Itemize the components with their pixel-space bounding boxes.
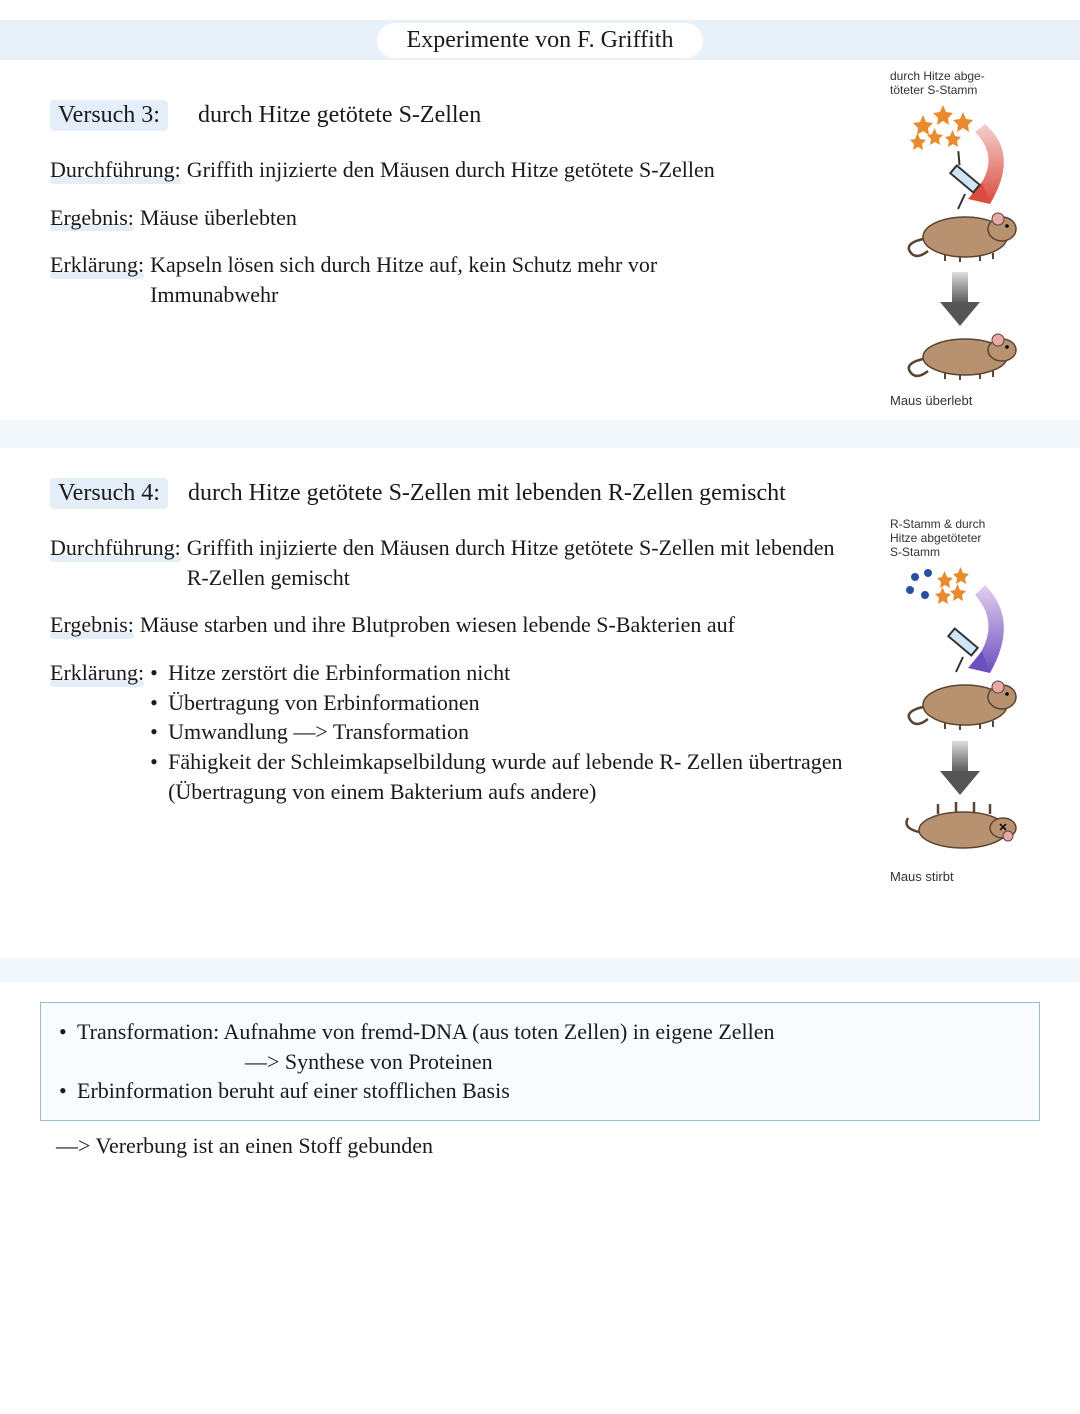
bullet-text: Fähigkeit der Schleimkapselbildung wurde…	[168, 747, 870, 806]
versuch4-durchfuehrung: Durchführung: Griffith injizierte den Mä…	[50, 533, 850, 592]
title-bar: Experimente von F. Griffith	[0, 20, 1080, 60]
summary-label: Transformation:	[77, 1019, 219, 1044]
versuch4-title: durch Hitze getötete S-Zellen mit lebend…	[188, 480, 786, 507]
versuch3-erklaerung: Erklärung: Kapseln lösen sich durch Hitz…	[50, 250, 690, 309]
summary-text: Erbinformation beruht auf einer stofflic…	[77, 1076, 510, 1106]
section-versuch-3: Versuch 3: durch Hitze getötete S-Zellen…	[0, 60, 1080, 420]
bullet-text: Hitze zerstört die Erbinformation nicht	[168, 658, 510, 688]
summary-cont: —> Synthese von Proteinen	[77, 1047, 493, 1077]
versuch4-erklaerung: Erklärung: •Hitze zerstört die Erbinform…	[50, 658, 870, 806]
diagram-versuch4: R-Stamm & durch Hitze abgetöteter S-Stam…	[890, 518, 1050, 884]
field-value: Mäuse überlebten	[134, 203, 297, 233]
summary-text: Aufnahme von fremd-DNA (aus toten Zellen…	[223, 1019, 774, 1044]
mouse-alive-icon	[909, 213, 1016, 262]
versuch3-title: durch Hitze getötete S-Zellen	[198, 102, 481, 129]
mouse-alive-icon	[909, 681, 1016, 730]
field-label: Ergebnis:	[50, 205, 134, 230]
stars-icon	[910, 105, 973, 150]
field-label: Ergebnis:	[50, 612, 134, 637]
field-value: Griffith injizierte den Mäusen durch Hit…	[181, 533, 850, 592]
field-label: Erklärung:	[50, 660, 144, 685]
summary-line2: • Erbinformation beruht auf einer stoffl…	[59, 1076, 1021, 1106]
diagram-caption-bottom: Maus stirbt	[890, 869, 1050, 884]
field-label: Durchführung:	[50, 535, 181, 560]
field-value: Griffith injizierte den Mäusen durch Hit…	[181, 155, 715, 185]
versuch3-ergebnis: Ergebnis: Mäuse überlebten	[50, 203, 850, 233]
mouse-alive-icon	[909, 334, 1016, 380]
diagram-svg	[890, 565, 1040, 865]
versuch3-label: Versuch 3:	[50, 100, 168, 131]
diagram-caption-bottom: Maus überlebt	[890, 393, 1050, 408]
field-value: Kapseln lösen sich durch Hitze auf, kein…	[144, 250, 690, 309]
versuch4-label: Versuch 4:	[50, 478, 168, 509]
diagram-svg	[890, 104, 1040, 389]
field-value: Mäuse starben und ihre Blutproben wiesen…	[134, 610, 735, 640]
mixed-bacteria-icon	[906, 567, 969, 604]
down-arrow-icon	[940, 272, 980, 326]
page-title: Experimente von F. Griffith	[377, 23, 704, 58]
divider	[0, 420, 1080, 448]
versuch4-ergebnis: Ergebnis: Mäuse starben und ihre Blutpro…	[50, 610, 850, 640]
summary-box: • Transformation: Aufnahme von fremd-DNA…	[40, 1002, 1040, 1121]
diagram-caption-top: durch Hitze abge- töteter S-Stamm	[890, 70, 1050, 98]
diagram-versuch3: durch Hitze abge- töteter S-Stamm	[890, 70, 1050, 408]
erklaerung-bullets: •Hitze zerstört die Erbinformation nicht…	[144, 658, 870, 806]
conclusion-text: —> Vererbung ist an einen Stoff gebunden	[56, 1133, 1040, 1159]
down-arrow-icon	[940, 741, 980, 795]
versuch3-durchfuehrung: Durchführung: Griffith injizierte den Mä…	[50, 155, 850, 185]
mouse-dead-icon	[906, 802, 1016, 848]
field-label: Durchführung:	[50, 157, 181, 182]
field-label: Erklärung:	[50, 252, 144, 277]
summary-line1: • Transformation: Aufnahme von fremd-DNA…	[59, 1017, 1021, 1076]
divider	[0, 958, 1080, 982]
diagram-caption-top: R-Stamm & durch Hitze abgetöteter S-Stam…	[890, 518, 1050, 559]
bullet-text: Übertragung von Erbinformationen	[168, 688, 480, 718]
bullet-text: Umwandlung —> Transformation	[168, 717, 469, 747]
section-versuch-4: Versuch 4: durch Hitze getötete S-Zellen…	[0, 448, 1080, 948]
